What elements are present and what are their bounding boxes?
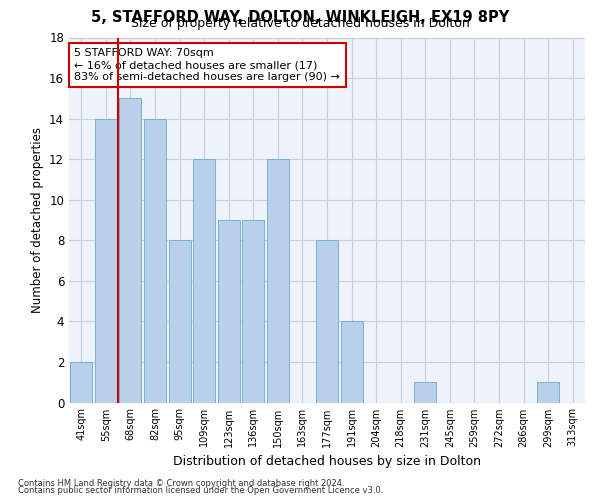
Bar [144,118,166,403]
Bar [95,118,117,403]
Bar [193,159,215,402]
Text: 5 STAFFORD WAY: 70sqm
← 16% of detached houses are smaller (17)
83% of semi-deta: 5 STAFFORD WAY: 70sqm ← 16% of detached … [74,48,340,82]
Bar [242,220,265,402]
Text: Size of property relative to detached houses in Dolton: Size of property relative to detached ho… [131,18,469,30]
Bar [169,240,191,402]
Bar [267,159,289,402]
Bar [316,240,338,402]
X-axis label: Distribution of detached houses by size in Dolton: Distribution of detached houses by size … [173,455,481,468]
Bar [537,382,559,402]
Text: Contains public sector information licensed under the Open Government Licence v3: Contains public sector information licen… [18,486,383,495]
Bar [341,322,362,402]
Text: Contains HM Land Registry data © Crown copyright and database right 2024.: Contains HM Land Registry data © Crown c… [18,478,344,488]
Text: 5, STAFFORD WAY, DOLTON, WINKLEIGH, EX19 8PY: 5, STAFFORD WAY, DOLTON, WINKLEIGH, EX19… [91,10,509,25]
Bar [218,220,240,402]
Y-axis label: Number of detached properties: Number of detached properties [31,127,44,313]
Bar [119,98,142,403]
Bar [70,362,92,403]
Bar [414,382,436,402]
